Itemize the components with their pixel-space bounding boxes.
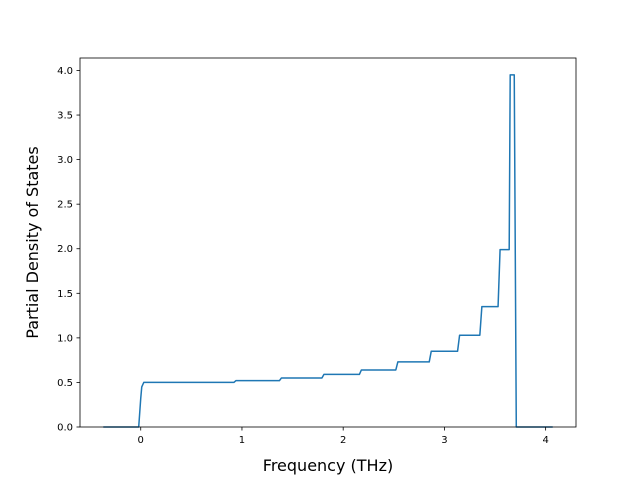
y-tick-label: 0.0 <box>57 423 73 434</box>
y-tick-label: 0.5 <box>57 378 73 389</box>
ticks-layer: 0 1 2 3 4 0.0 0.5 1.0 1.5 2.0 2.5 3.0 3.5 4.0 <box>57 66 549 446</box>
y-tick-label: 3.0 <box>57 155 73 166</box>
y-axis-label: Partial Density of States <box>23 146 42 338</box>
y-tick-label: 3.5 <box>57 111 73 122</box>
x-tick-label: 4 <box>542 435 548 446</box>
x-tick-label: 3 <box>441 435 447 446</box>
y-tick-label: 4.0 <box>57 66 73 77</box>
y-tick-label: 1.5 <box>57 289 73 300</box>
x-tick-label: 1 <box>239 435 245 446</box>
y-tick-label: 1.0 <box>57 333 73 344</box>
x-tick-label: 0 <box>138 435 144 446</box>
x-axis-label: Frequency (THz) <box>263 456 393 475</box>
y-tick-label: 2.0 <box>57 244 73 255</box>
plot-layer <box>103 74 553 428</box>
x-tick-label: 2 <box>340 435 346 446</box>
plot-frame <box>79 57 577 428</box>
pdos-series-line <box>103 74 553 428</box>
y-tick-label: 2.5 <box>57 200 73 211</box>
